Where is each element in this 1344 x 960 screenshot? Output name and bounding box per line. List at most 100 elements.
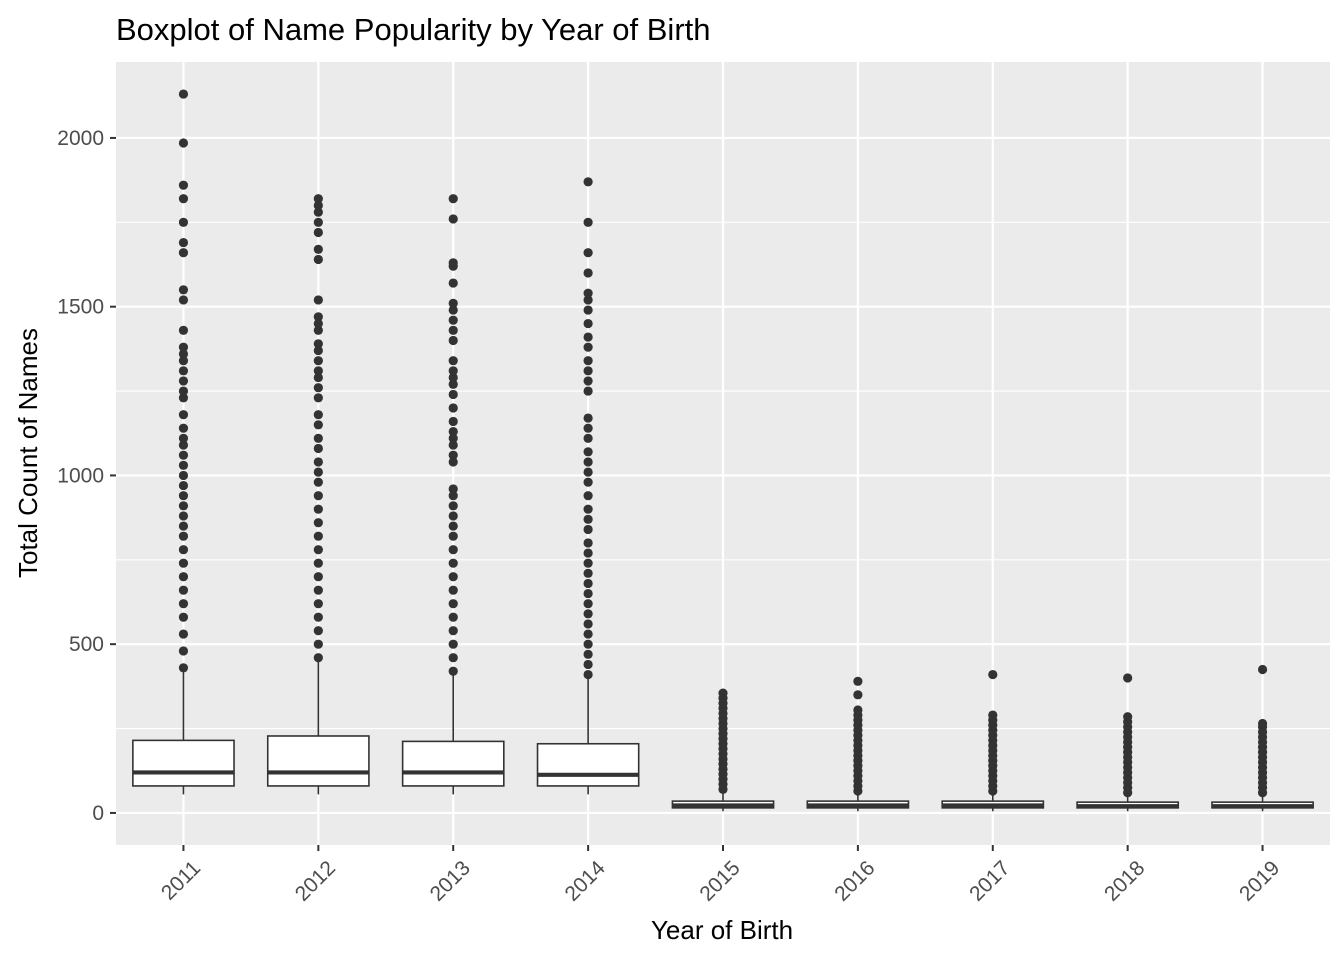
outlier-point bbox=[313, 457, 323, 467]
outlier-point bbox=[313, 345, 323, 356]
outlier-point bbox=[718, 688, 728, 698]
outlier-point bbox=[448, 356, 458, 366]
y-tick-label: 1000 bbox=[57, 464, 104, 487]
outlier-point bbox=[448, 258, 458, 268]
outlier-point bbox=[178, 342, 189, 352]
outlier-point bbox=[448, 372, 458, 383]
outlier-point bbox=[178, 531, 189, 541]
outlier-point bbox=[313, 339, 323, 349]
outlier-point bbox=[178, 585, 189, 595]
outlier-point bbox=[448, 389, 458, 400]
outlier-point bbox=[313, 207, 323, 217]
outlier-point bbox=[313, 217, 323, 227]
x-axis-title: Year of Birth bbox=[651, 915, 793, 945]
outlier-point bbox=[448, 325, 458, 335]
outlier-point bbox=[178, 501, 189, 511]
outlier-point bbox=[583, 288, 593, 298]
outlier-point bbox=[1257, 664, 1268, 675]
outlier-point bbox=[448, 501, 458, 511]
outlier-point bbox=[448, 194, 458, 204]
outlier-point bbox=[448, 585, 458, 595]
outlier-point bbox=[583, 578, 593, 589]
outlier-point bbox=[178, 248, 189, 258]
outlier-point bbox=[583, 639, 593, 649]
outlier-point bbox=[313, 318, 323, 329]
outlier-point bbox=[448, 484, 458, 494]
outlier-point bbox=[448, 366, 458, 376]
outlier-point bbox=[583, 268, 593, 278]
outlier-point bbox=[448, 626, 458, 636]
outlier-point bbox=[313, 420, 323, 430]
outlier-point bbox=[178, 629, 189, 639]
outlier-point bbox=[313, 585, 323, 595]
outlier-point bbox=[178, 612, 189, 622]
outlier-point bbox=[178, 572, 189, 582]
outlier-point bbox=[313, 366, 323, 376]
boxes bbox=[132, 89, 1314, 812]
outlier-point bbox=[448, 639, 458, 649]
outlier-point bbox=[583, 491, 593, 501]
outlier-point bbox=[178, 393, 189, 403]
outlier-point bbox=[313, 393, 323, 403]
outlier-point bbox=[313, 443, 323, 454]
outlier-point bbox=[583, 538, 593, 548]
outlier-point bbox=[178, 433, 189, 443]
outlier-point bbox=[583, 659, 593, 670]
outlier-point bbox=[448, 572, 458, 582]
outlier-point bbox=[583, 504, 593, 514]
x-tick-label: 2016 bbox=[830, 856, 879, 905]
outlier-point bbox=[178, 545, 189, 555]
outlier-point bbox=[583, 649, 593, 659]
y-tick-label: 0 bbox=[92, 802, 104, 825]
outlier-point bbox=[313, 467, 323, 477]
outlier-point bbox=[583, 514, 593, 524]
outlier-point bbox=[178, 410, 189, 420]
x-tick-label: 2013 bbox=[426, 856, 475, 905]
box-2016 bbox=[806, 676, 910, 812]
outlier-point bbox=[178, 237, 189, 248]
outlier-point bbox=[313, 325, 323, 335]
outlier-point bbox=[178, 325, 189, 335]
outlier-point bbox=[178, 440, 189, 450]
outlier-point bbox=[178, 285, 189, 295]
outlier-point bbox=[1123, 673, 1133, 683]
outlier-point bbox=[583, 619, 593, 629]
outlier-point bbox=[178, 194, 189, 204]
outlier-point bbox=[178, 138, 189, 148]
outlier-point bbox=[448, 440, 458, 450]
outlier-point bbox=[313, 504, 323, 514]
outlier-point bbox=[178, 558, 189, 568]
outlier-point bbox=[448, 545, 458, 555]
outlier-point bbox=[583, 433, 593, 443]
outlier-point bbox=[178, 599, 189, 609]
outlier-point bbox=[583, 248, 593, 258]
outlier-point bbox=[583, 342, 593, 352]
outlier-point bbox=[988, 669, 998, 680]
outlier-point bbox=[448, 433, 458, 443]
outlier-point bbox=[448, 558, 458, 568]
outlier-point bbox=[448, 426, 458, 437]
outlier-point bbox=[448, 599, 458, 609]
outlier-point bbox=[583, 413, 593, 423]
box-2019 bbox=[1211, 664, 1314, 812]
outlier-point bbox=[178, 349, 189, 359]
outlier-point bbox=[583, 588, 593, 599]
outlier-point bbox=[448, 214, 458, 224]
outlier-point bbox=[583, 177, 593, 187]
box-2017 bbox=[941, 669, 1045, 812]
x-tick-label: 2018 bbox=[1100, 856, 1149, 905]
x-tick-label: 2012 bbox=[291, 856, 340, 905]
outlier-point bbox=[448, 521, 458, 531]
box-2018 bbox=[1076, 673, 1180, 812]
outlier-point bbox=[313, 558, 323, 568]
y-tick-label: 2000 bbox=[57, 127, 104, 150]
outlier-point bbox=[178, 180, 189, 190]
outlier-point bbox=[583, 217, 593, 227]
outlier-point bbox=[583, 447, 593, 457]
outlier-point bbox=[448, 298, 458, 308]
box-body bbox=[132, 739, 235, 787]
outlier-point bbox=[313, 356, 323, 366]
outlier-point bbox=[178, 366, 189, 376]
outlier-point bbox=[178, 511, 189, 521]
outlier-point bbox=[853, 676, 863, 686]
